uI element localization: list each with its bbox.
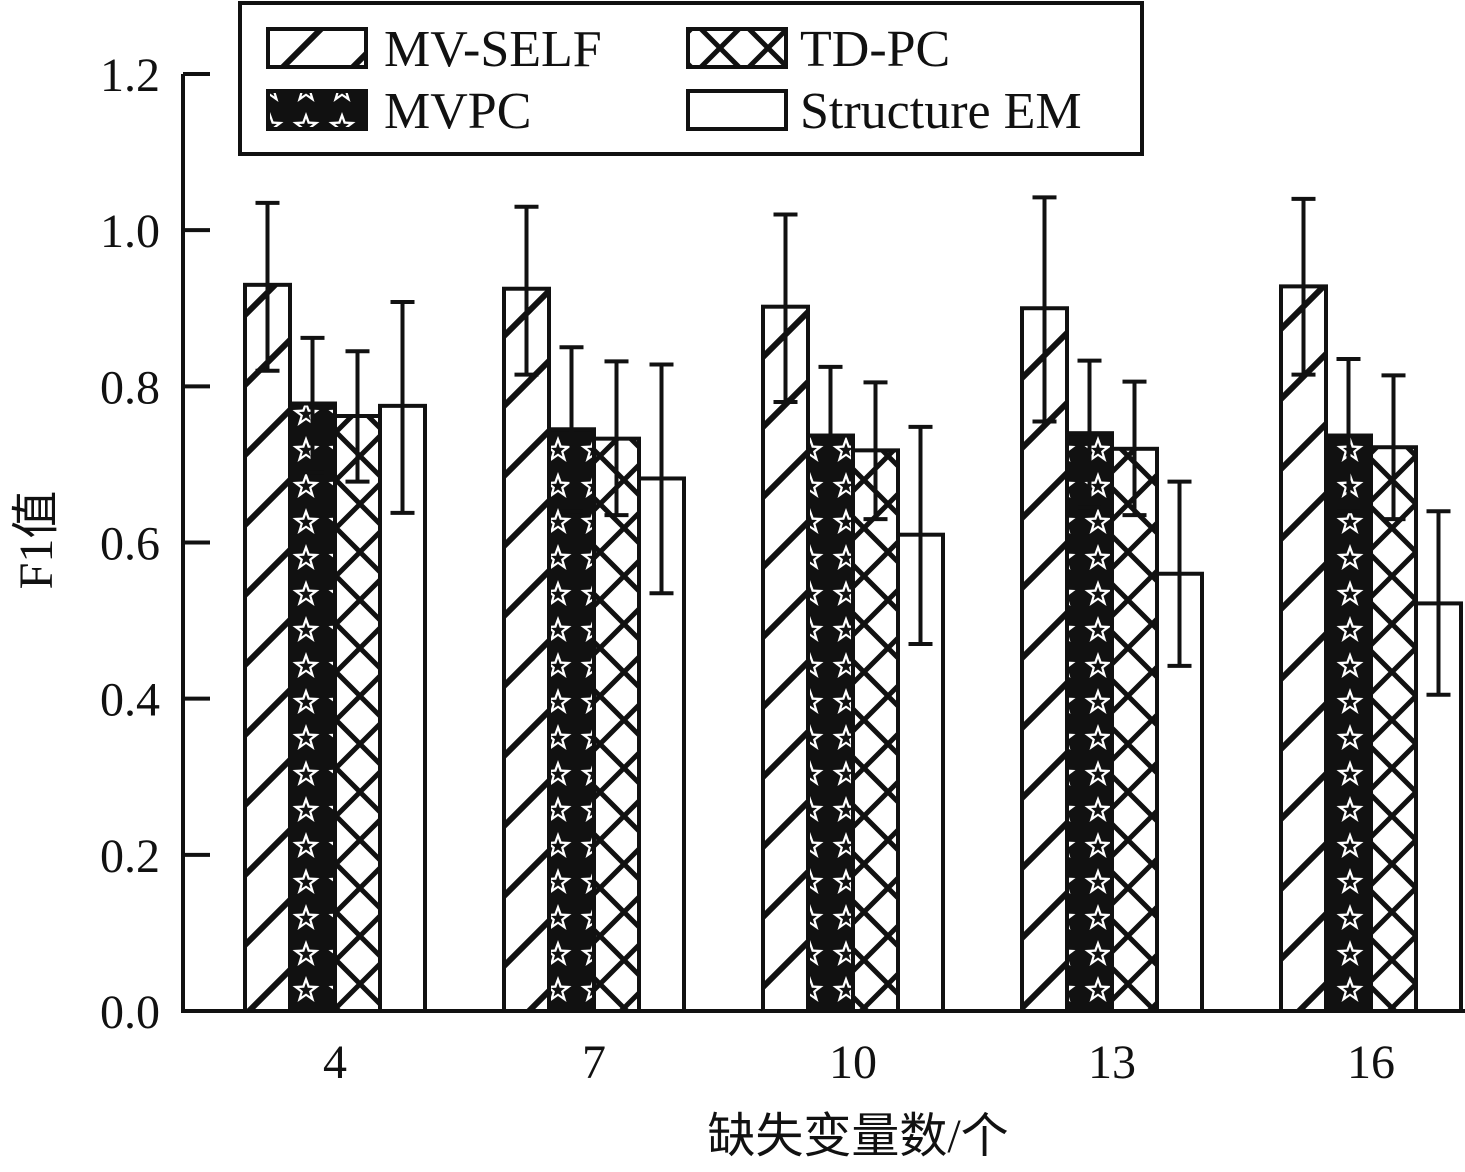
error-bar-mv-self-16 xyxy=(1291,196,1316,377)
y-axis-label: F1值 xyxy=(10,491,63,590)
bar-td-pc-4 xyxy=(333,414,382,1013)
bar-td-pc-16 xyxy=(1369,445,1418,1013)
bar-mvpc-16 xyxy=(1324,433,1373,1014)
error-bar-mvpc-13 xyxy=(1077,358,1102,510)
error-bar-structure-em-7 xyxy=(649,362,674,596)
y-tick-label: 0.6 xyxy=(100,518,160,571)
bar-structure-em-10 xyxy=(896,532,945,1013)
x-tick-label: 4 xyxy=(323,1036,347,1089)
error-bar-structure-em-4 xyxy=(390,300,415,515)
error-bar-td-pc-7 xyxy=(604,359,629,518)
legend-swatch-mvpc xyxy=(266,89,368,131)
bar-td-pc-10 xyxy=(851,448,900,1013)
bars-layer xyxy=(243,282,1463,1014)
error-bars-layer xyxy=(255,195,1451,697)
y-ticks: 0.0 0.2 0.4 0.6 0.8 1.0 1.2 xyxy=(100,49,210,1039)
bar-mv-self-7 xyxy=(502,286,551,1013)
error-bar-td-pc-16 xyxy=(1381,373,1406,522)
legend-swatch-td-pc xyxy=(686,27,788,69)
error-bar-mvpc-16 xyxy=(1336,357,1361,514)
bar-mvpc-7 xyxy=(547,427,596,1013)
error-bar-td-pc-4 xyxy=(345,349,370,484)
y-tick-label: 0.8 xyxy=(100,361,160,414)
error-bar-structure-em-10 xyxy=(908,424,933,647)
legend-label-mv-self: MV-SELF xyxy=(384,21,602,78)
error-bar-mv-self-7 xyxy=(514,204,539,377)
x-axis-label: 缺失变量数/个 xyxy=(707,1110,1008,1163)
x-tick-label: 10 xyxy=(829,1036,877,1089)
legend-item-td-pc: TD-PC xyxy=(686,21,950,78)
x-tick-label: 13 xyxy=(1088,1036,1136,1089)
error-bar-td-pc-13 xyxy=(1122,379,1147,518)
bar-mv-self-16 xyxy=(1279,284,1328,1013)
legend-item-mvpc: MVPC xyxy=(266,83,531,140)
x-tick-label: 16 xyxy=(1347,1036,1395,1089)
error-bar-mvpc-10 xyxy=(818,364,843,506)
x-ticks: 4 7 10 13 16 xyxy=(323,1036,1395,1089)
x-tick-label: 7 xyxy=(582,1036,606,1089)
y-tick-label: 0.2 xyxy=(100,830,160,883)
y-tick-label: 1.2 xyxy=(100,49,160,102)
bar-mvpc-13 xyxy=(1065,431,1114,1013)
legend-label-td-pc: TD-PC xyxy=(800,21,950,78)
bar-td-pc-13 xyxy=(1110,446,1159,1013)
error-bar-mv-self-4 xyxy=(255,200,280,373)
error-bar-mv-self-13 xyxy=(1032,195,1057,424)
y-tick-label: 0.0 xyxy=(100,986,160,1039)
bar-mvpc-4 xyxy=(288,401,337,1013)
error-bar-td-pc-10 xyxy=(863,380,888,522)
error-bar-structure-em-16 xyxy=(1426,509,1451,697)
bar-mv-self-10 xyxy=(761,304,810,1013)
legend-label-mvpc: MVPC xyxy=(384,83,531,140)
bar-td-pc-7 xyxy=(592,436,641,1013)
legend-item-mv-self: MV-SELF xyxy=(266,21,602,78)
legend-item-structure-em: Structure EM xyxy=(686,83,1082,140)
error-bar-structure-em-13 xyxy=(1167,479,1192,668)
legend-label-structure-em: Structure EM xyxy=(800,83,1082,140)
error-bar-mv-self-10 xyxy=(773,212,798,404)
y-tick-label: 1.0 xyxy=(100,205,160,258)
bar-mv-self-4 xyxy=(243,282,292,1013)
error-bar-mvpc-4 xyxy=(300,335,325,475)
error-bar-mvpc-7 xyxy=(559,345,584,514)
legend-swatch-structure-em xyxy=(686,89,788,131)
legend-swatch-mv-self xyxy=(266,27,368,69)
y-tick-label: 0.4 xyxy=(100,674,160,727)
bar-mvpc-10 xyxy=(806,433,855,1014)
